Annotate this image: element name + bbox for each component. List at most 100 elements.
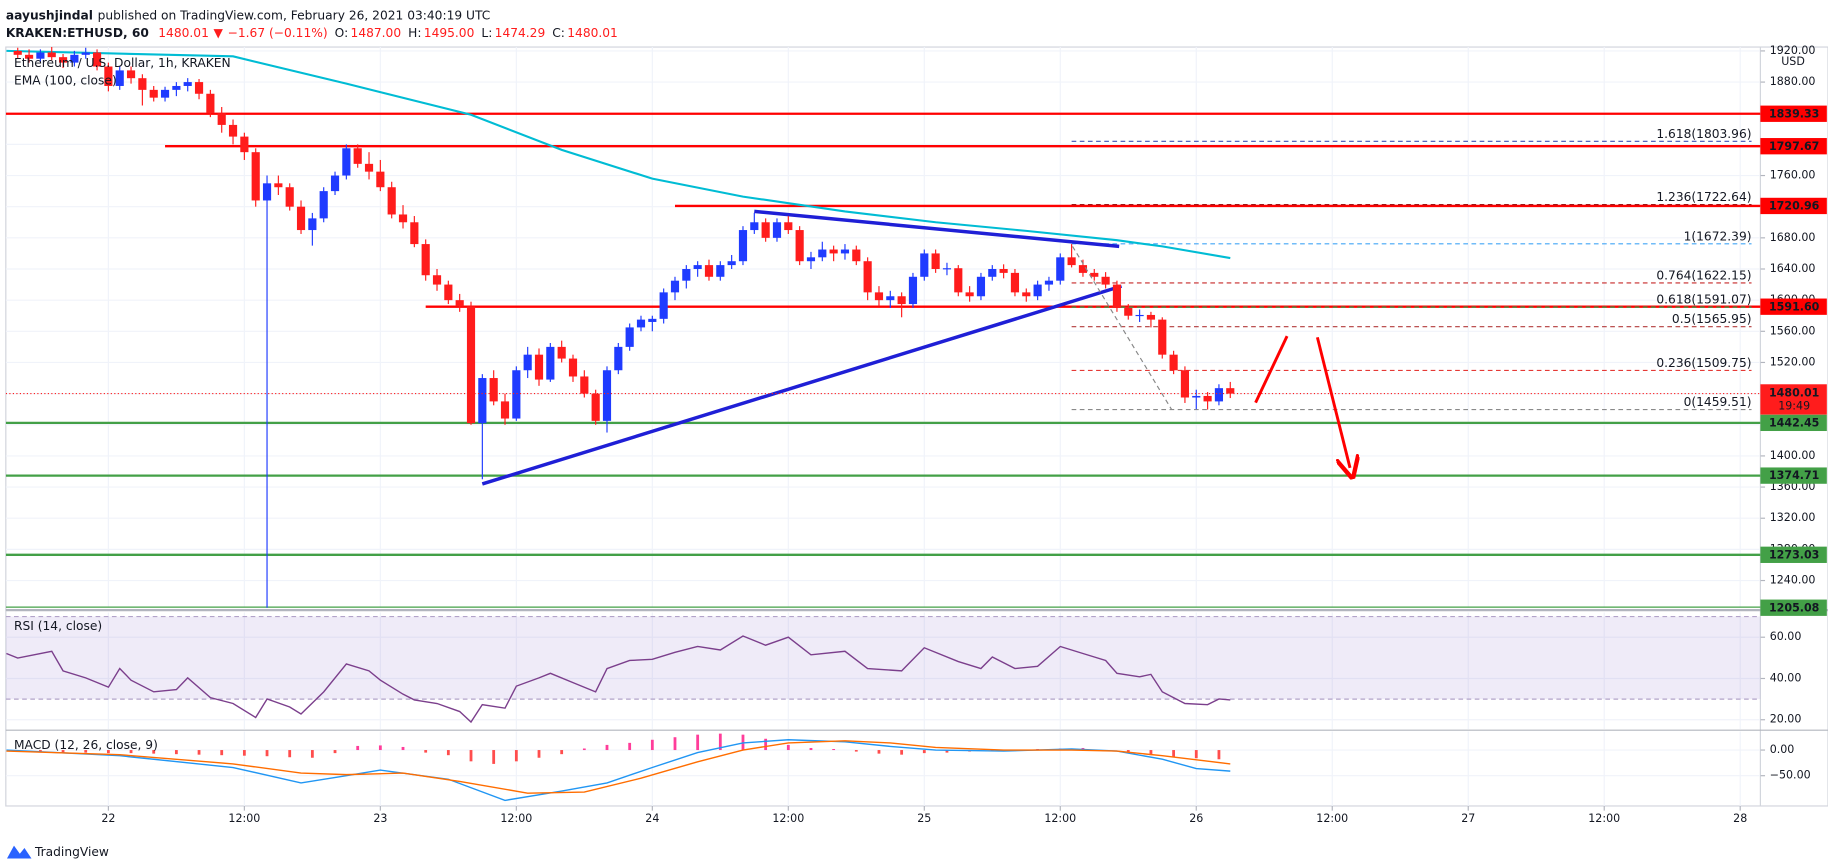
macd-histogram-bar	[446, 750, 450, 756]
logo	[6, 845, 32, 859]
candle-body	[376, 171, 385, 188]
fib-trend-line	[1072, 246, 1173, 410]
candle-body	[727, 261, 736, 266]
level-label: 1797.67	[1769, 140, 1819, 153]
fib-label: 0.5(1565.95)	[1672, 312, 1752, 326]
candle-body	[670, 280, 680, 293]
ohlc-key: H:	[408, 26, 421, 40]
ohlc-value: 1474.29	[495, 26, 546, 40]
ohlc-value: 1487.00	[351, 26, 402, 40]
candle-body	[829, 249, 838, 254]
fib-label: 1.236(1722.64)	[1656, 190, 1751, 204]
candle-body	[194, 82, 204, 94]
macd-histogram-bar	[310, 750, 314, 758]
fib-label: 1.618(1803.96)	[1656, 127, 1751, 141]
candle-body	[319, 191, 328, 219]
macd-histogram-bar	[220, 750, 224, 756]
level-tag	[1760, 467, 1827, 484]
macd-histogram-bar	[333, 750, 337, 754]
y-tick-label: 1560.00	[1770, 324, 1816, 337]
x-tick-label: 12:00	[500, 812, 532, 825]
candle-body	[704, 265, 714, 277]
x-tick-label: 12:00	[772, 812, 804, 825]
macd-histogram-bar	[1172, 750, 1176, 758]
level-tag	[1760, 546, 1827, 563]
candle-body	[942, 268, 952, 270]
change: −1.67 (−0.11%)	[228, 26, 328, 40]
candle-body	[444, 284, 453, 301]
macd-histogram-bar	[673, 737, 677, 751]
macd-pane	[5, 731, 1761, 806]
candle-body	[1226, 388, 1235, 394]
candle-body	[285, 187, 294, 207]
candle-body	[693, 265, 702, 269]
macd-histogram-bar	[265, 750, 269, 757]
candle-body	[659, 292, 668, 319]
y-tick-label: 0.00	[1770, 743, 1795, 756]
fib-label: 1(1672.39)	[1684, 229, 1752, 243]
macd-histogram-bar	[129, 750, 133, 754]
candle-body	[410, 222, 419, 245]
candle-body	[591, 393, 600, 421]
published: published on TradingView.com, February 2…	[98, 8, 491, 22]
macd-histogram-bar	[854, 750, 858, 752]
level-tag	[1760, 197, 1827, 215]
candle-body	[149, 89, 158, 98]
frame	[5, 46, 1828, 807]
candle-body	[466, 306, 476, 424]
candle-body	[1135, 314, 1144, 317]
signal-line	[6, 740, 1231, 794]
candle-body	[24, 54, 34, 59]
level-label: 1374.71	[1769, 469, 1819, 482]
x-tick-label: 27	[1461, 812, 1475, 825]
brand: TradingView	[34, 845, 109, 859]
level-label: 1273.03	[1769, 548, 1819, 561]
candle-body	[489, 378, 498, 402]
level-label: 1591.60	[1769, 300, 1820, 313]
macd-histogram-bar	[900, 750, 904, 755]
y-tick-label: −50.00	[1770, 769, 1811, 782]
candle-body	[1067, 257, 1076, 266]
candle-body	[70, 54, 79, 63]
y-tick-label: 1880.00	[1770, 75, 1816, 88]
candle-body	[625, 327, 634, 347]
candle-body	[557, 346, 566, 359]
candle-body	[1078, 265, 1088, 273]
trend-line	[481, 284, 1123, 486]
candle-body	[568, 358, 578, 377]
legend-entry: EMA (100, close)	[14, 73, 117, 87]
main-title: Ethereum / U.S. Dollar, 1h, KRAKEN	[14, 56, 231, 70]
x-tick-label: 24	[645, 812, 659, 825]
macd-histogram-bar	[1217, 750, 1221, 760]
macd-histogram-bar	[106, 750, 110, 754]
candle-body	[421, 244, 430, 276]
y-tick-label: 1920.00	[1770, 44, 1816, 57]
macd-histogram-bar	[922, 750, 926, 754]
candle-body	[1203, 395, 1212, 402]
macd-histogram-bar	[197, 750, 201, 755]
currency: USD	[1781, 55, 1805, 68]
macd-histogram-bar	[1149, 750, 1153, 756]
candle-body	[908, 276, 918, 305]
macd-histogram-bar	[288, 750, 292, 758]
level-tag	[1760, 138, 1827, 155]
candle-body	[172, 85, 181, 90]
macd-histogram-bar	[560, 750, 564, 755]
ohlc-value: 1495.00	[424, 26, 475, 40]
y-tick-label: 1680.00	[1770, 231, 1816, 244]
macd-histogram-bar	[945, 750, 949, 753]
x-tick-label: 22	[101, 812, 115, 825]
candle-body	[92, 52, 102, 67]
macd-histogram-bar	[650, 739, 654, 751]
candle-body	[1044, 280, 1054, 285]
candle-body	[602, 370, 612, 421]
candle-body	[920, 253, 929, 277]
rsi-pane	[5, 612, 1761, 730]
level-tag	[1760, 105, 1827, 122]
macd-histogram-bar	[401, 746, 405, 751]
candle-body	[206, 93, 215, 114]
x-tick-label: 12:00	[1044, 812, 1076, 825]
macd-histogram-bar	[832, 749, 836, 751]
macd-title: MACD (12, 26, close, 9)	[14, 738, 158, 752]
y-tick-label: 1240.00	[1770, 574, 1816, 587]
